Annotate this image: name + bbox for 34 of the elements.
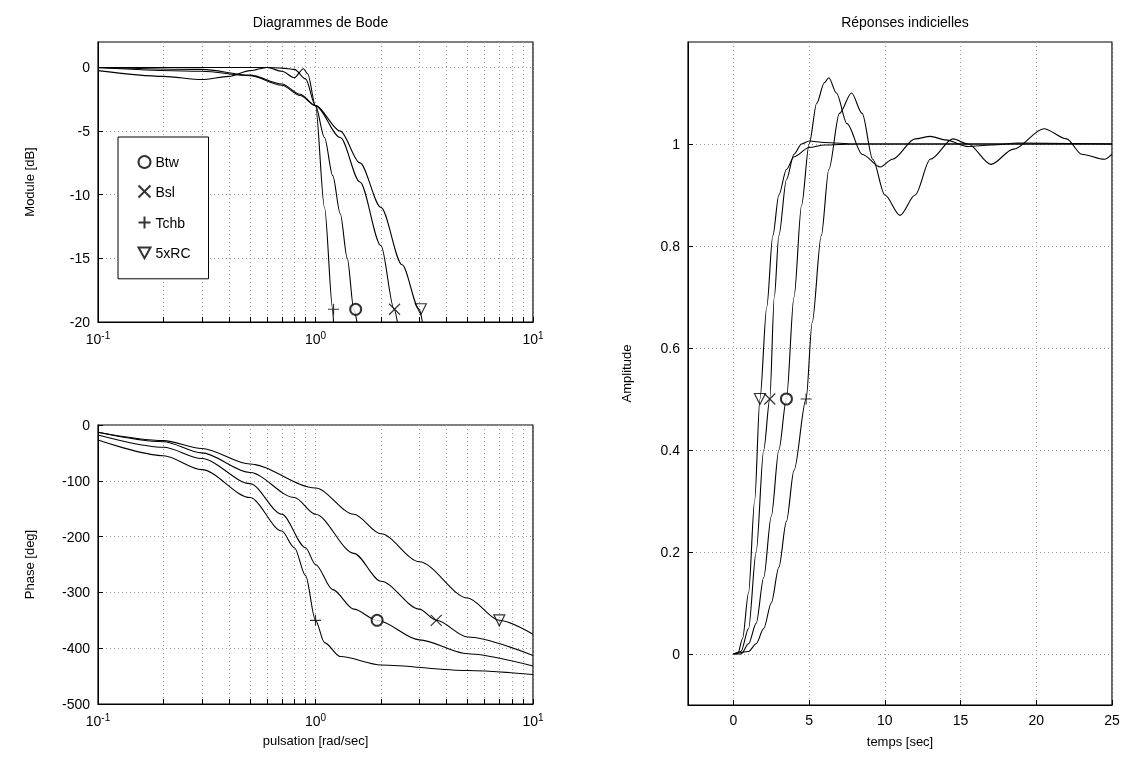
x-tick-label: 10: [877, 712, 893, 728]
legend-label: Btw: [155, 154, 180, 170]
x-tick-label: 5: [805, 712, 814, 728]
legend-label: Bsl: [155, 183, 175, 200]
y-tick-label: 0: [82, 59, 91, 76]
y-tick-label: 0.2: [660, 544, 681, 560]
x-tick-label: 0: [729, 712, 738, 728]
y-tick-label: 0.4: [660, 442, 681, 458]
x-tick-label: 25: [1104, 712, 1120, 728]
y-tick-label: -400: [61, 640, 91, 657]
y-tick-label: 0.8: [660, 238, 681, 254]
y-tick-label: -10: [69, 186, 91, 203]
x-tick-label: 20: [1028, 712, 1045, 728]
x-axis-title: pulsation [rad/sec]: [262, 733, 369, 748]
y-axis-title: Module [dB]: [22, 147, 37, 217]
y-axis-title: Phase [deg]: [22, 529, 37, 600]
y-tick-label: -5: [77, 123, 91, 140]
y-axis-title: Amplitude: [619, 344, 634, 403]
y-tick-label: -100: [61, 472, 91, 489]
chart-title: Réponses indicielles: [841, 14, 969, 30]
legend-label: Tchb: [155, 214, 186, 231]
x-axis-title: temps [sec]: [866, 734, 934, 749]
chart-title: Diagrammes de Bode: [252, 14, 389, 30]
y-tick-label: -20: [69, 314, 91, 330]
y-tick-label: 0.6: [660, 340, 681, 356]
y-tick-label: -200: [61, 528, 91, 545]
y-tick-label: 1: [672, 136, 681, 152]
legend-label: 5xRC: [155, 244, 191, 261]
y-tick-label: 0: [82, 417, 91, 433]
y-tick-label: 0: [672, 646, 681, 662]
x-tick-label: 15: [952, 712, 969, 728]
y-tick-label: -300: [61, 584, 91, 601]
y-tick-label: -15: [69, 250, 91, 267]
y-tick-label: -500: [61, 696, 91, 712]
